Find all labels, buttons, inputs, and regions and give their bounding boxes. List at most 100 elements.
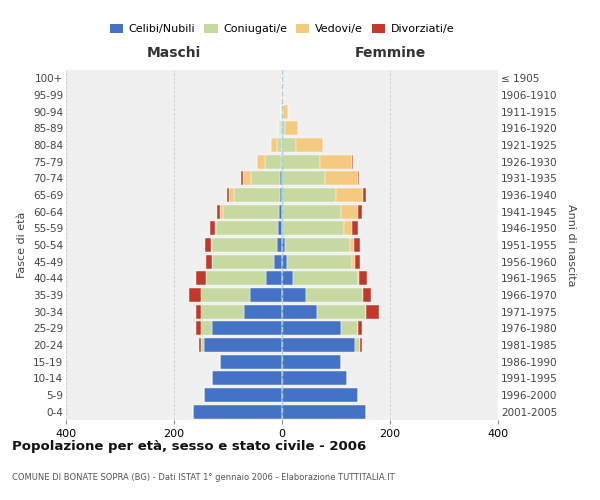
Bar [204,338,282,352]
Bar [220,354,282,369]
Bar [282,371,347,386]
Bar [277,138,282,152]
Bar [216,221,278,236]
Bar [296,138,323,152]
Bar [274,254,282,269]
Bar [283,104,289,118]
Bar [366,304,379,319]
Text: Femmine: Femmine [355,46,425,60]
Bar [282,388,358,402]
Bar [282,322,341,336]
Bar [352,221,358,236]
Bar [282,171,325,186]
Bar [265,154,281,169]
Bar [280,171,282,186]
Bar [282,238,285,252]
Bar [282,88,283,102]
Bar [282,121,285,136]
Bar [251,171,280,186]
Bar [212,254,274,269]
Bar [363,188,366,202]
Bar [229,188,235,202]
Bar [215,221,216,236]
Bar [307,288,363,302]
Bar [241,171,242,186]
Bar [212,238,277,252]
Bar [201,288,250,302]
Bar [344,221,352,236]
Bar [205,238,211,252]
Bar [325,171,358,186]
Text: Popolazione per età, sesso e stato civile - 2006: Popolazione per età, sesso e stato civil… [12,440,366,453]
Bar [282,204,341,219]
Bar [336,188,363,202]
Bar [352,254,355,269]
Bar [358,271,359,285]
Bar [193,404,282,419]
Bar [285,238,349,252]
Bar [320,154,352,169]
Bar [280,188,282,202]
Bar [201,338,204,352]
Bar [223,204,280,219]
Bar [220,204,223,219]
Bar [354,238,360,252]
Text: COMUNE DI BONATE SOPRA (BG) - Dati ISTAT 1° gennaio 2006 - Elaborazione TUTTITAL: COMUNE DI BONATE SOPRA (BG) - Dati ISTAT… [12,472,395,482]
Bar [352,154,353,169]
Bar [242,171,251,186]
Bar [282,154,320,169]
Bar [282,304,317,319]
Bar [281,154,282,169]
Bar [349,238,354,252]
Bar [317,304,366,319]
Bar [358,171,359,186]
Bar [211,238,212,252]
Bar [282,188,336,202]
Bar [282,404,366,419]
Bar [282,104,283,118]
Bar [227,188,229,202]
Bar [196,304,201,319]
Bar [282,271,293,285]
Bar [282,221,344,236]
Bar [363,288,371,302]
Bar [212,371,282,386]
Bar [257,154,265,169]
Text: Maschi: Maschi [147,46,201,60]
Bar [355,254,360,269]
Bar [341,322,358,336]
Y-axis label: Fasce di età: Fasce di età [17,212,28,278]
Bar [282,254,287,269]
Bar [281,104,282,118]
Bar [266,271,282,285]
Bar [217,204,220,219]
Bar [201,304,244,319]
Legend: Celibi/Nubili, Coniugati/e, Vedovi/e, Divorziati/e: Celibi/Nubili, Coniugati/e, Vedovi/e, Di… [106,20,458,39]
Bar [250,288,282,302]
Bar [278,221,282,236]
Bar [355,338,360,352]
Bar [277,238,282,252]
Y-axis label: Anni di nascita: Anni di nascita [566,204,576,286]
Bar [287,254,352,269]
Bar [282,138,296,152]
Bar [206,254,212,269]
Bar [282,338,355,352]
Bar [196,322,201,336]
Bar [196,271,206,285]
Bar [359,271,367,285]
Bar [199,338,201,352]
Bar [341,204,358,219]
Bar [285,121,298,136]
Bar [212,322,282,336]
Bar [282,354,341,369]
Bar [189,288,201,302]
Bar [360,338,362,352]
Bar [201,322,212,336]
Bar [293,271,358,285]
Bar [358,204,362,219]
Bar [206,271,266,285]
Bar [204,388,282,402]
Bar [210,221,215,236]
Bar [358,322,362,336]
